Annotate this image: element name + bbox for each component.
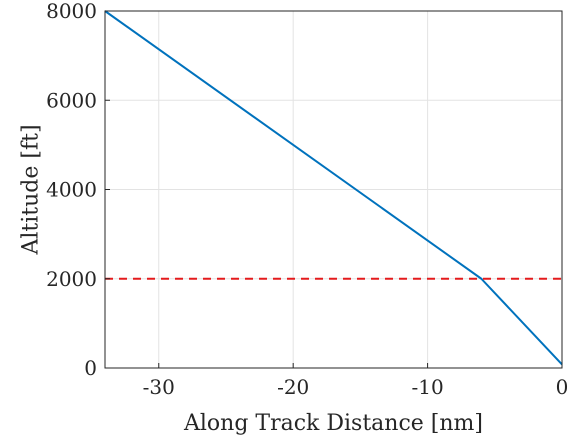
x-tick-label: -20 bbox=[277, 375, 309, 399]
y-tick-label: 2000 bbox=[46, 267, 97, 291]
y-tick-label: 6000 bbox=[46, 88, 97, 112]
x-tick-label: 0 bbox=[556, 375, 568, 399]
y-axis-label: Altitude [ft] bbox=[19, 124, 44, 255]
y-tick-label: 0 bbox=[84, 356, 97, 380]
x-tick-label: -30 bbox=[143, 375, 175, 399]
y-tick-label: 4000 bbox=[46, 178, 97, 202]
y-tick-label: 8000 bbox=[46, 0, 97, 23]
x-axis-label: Along Track Distance [nm] bbox=[183, 411, 483, 436]
grid-lines bbox=[105, 10, 563, 369]
axis-ticks: -30 -20 -10 0 0 2000 4000 6000 8000 bbox=[46, 0, 568, 399]
x-tick-label: -10 bbox=[411, 375, 443, 399]
altitude-profile-line bbox=[104, 10, 563, 366]
series-layer bbox=[104, 10, 563, 366]
